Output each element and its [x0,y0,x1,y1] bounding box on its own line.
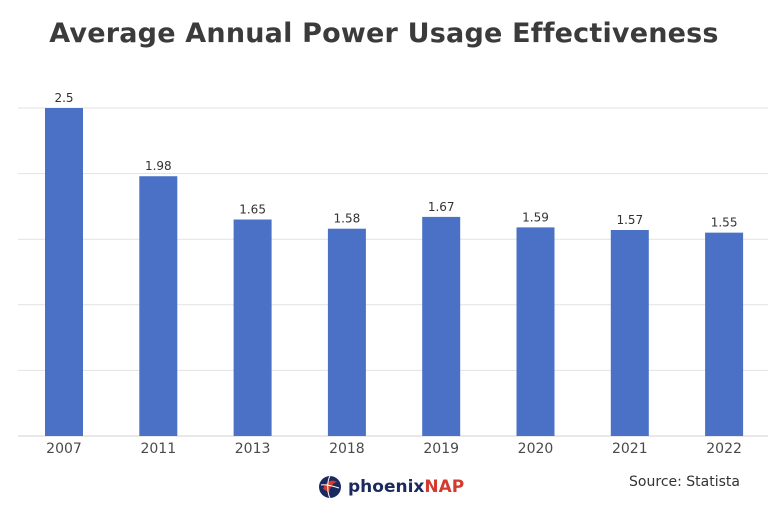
bar-2007 [45,108,83,436]
logo-wordmark: phoenixNAP [348,477,464,497]
x-tick-2021: 2021 [612,441,648,457]
data-label-2011: 1.98 [145,159,172,173]
bar-2020 [516,227,555,436]
x-tick-2011: 2011 [140,441,176,457]
bars [45,108,744,436]
x-tick-2019: 2019 [423,441,459,457]
x-tick-2022: 2022 [706,441,742,457]
bar-2011 [139,176,178,436]
bar-2021 [610,230,649,436]
data-label-2007: 2.5 [54,91,73,105]
data-label-2013: 1.65 [239,203,266,217]
bar-2019 [422,216,461,436]
x-tick-labels: 2007 2011 2013 2018 2019 2020 2021 2022 [46,441,742,457]
data-label-2019: 1.67 [428,200,455,214]
x-tick-2013: 2013 [235,441,271,457]
data-label-2021: 1.57 [616,213,643,227]
gridlines [18,107,768,437]
x-tick-2007: 2007 [46,441,82,457]
source-attribution: Source: Statista [629,474,740,490]
chart-title: Average Annual Power Usage Effectiveness [49,18,719,49]
x-tick-2018: 2018 [329,441,365,457]
data-label-2022: 1.55 [711,216,738,230]
globe-logo-icon [319,475,341,499]
logo-brand-accent: NAP [424,477,465,497]
data-labels: 2.5 1.98 1.65 1.58 1.67 1.59 1.57 1.55 [54,91,737,230]
bar-2022 [705,232,744,436]
data-label-2018: 1.58 [334,212,361,226]
data-label-2020: 1.59 [522,210,549,224]
bar-2018 [327,228,366,436]
bar-chart: 2.5 1.98 1.65 1.58 1.67 1.59 1.57 1.55 2007 2011… [18,91,768,457]
x-tick-2020: 2020 [518,441,554,457]
logo-brand: phoenix [348,477,425,497]
phoenixnap-logo: phoenixNAP [318,474,464,500]
bar-2013 [233,219,272,436]
